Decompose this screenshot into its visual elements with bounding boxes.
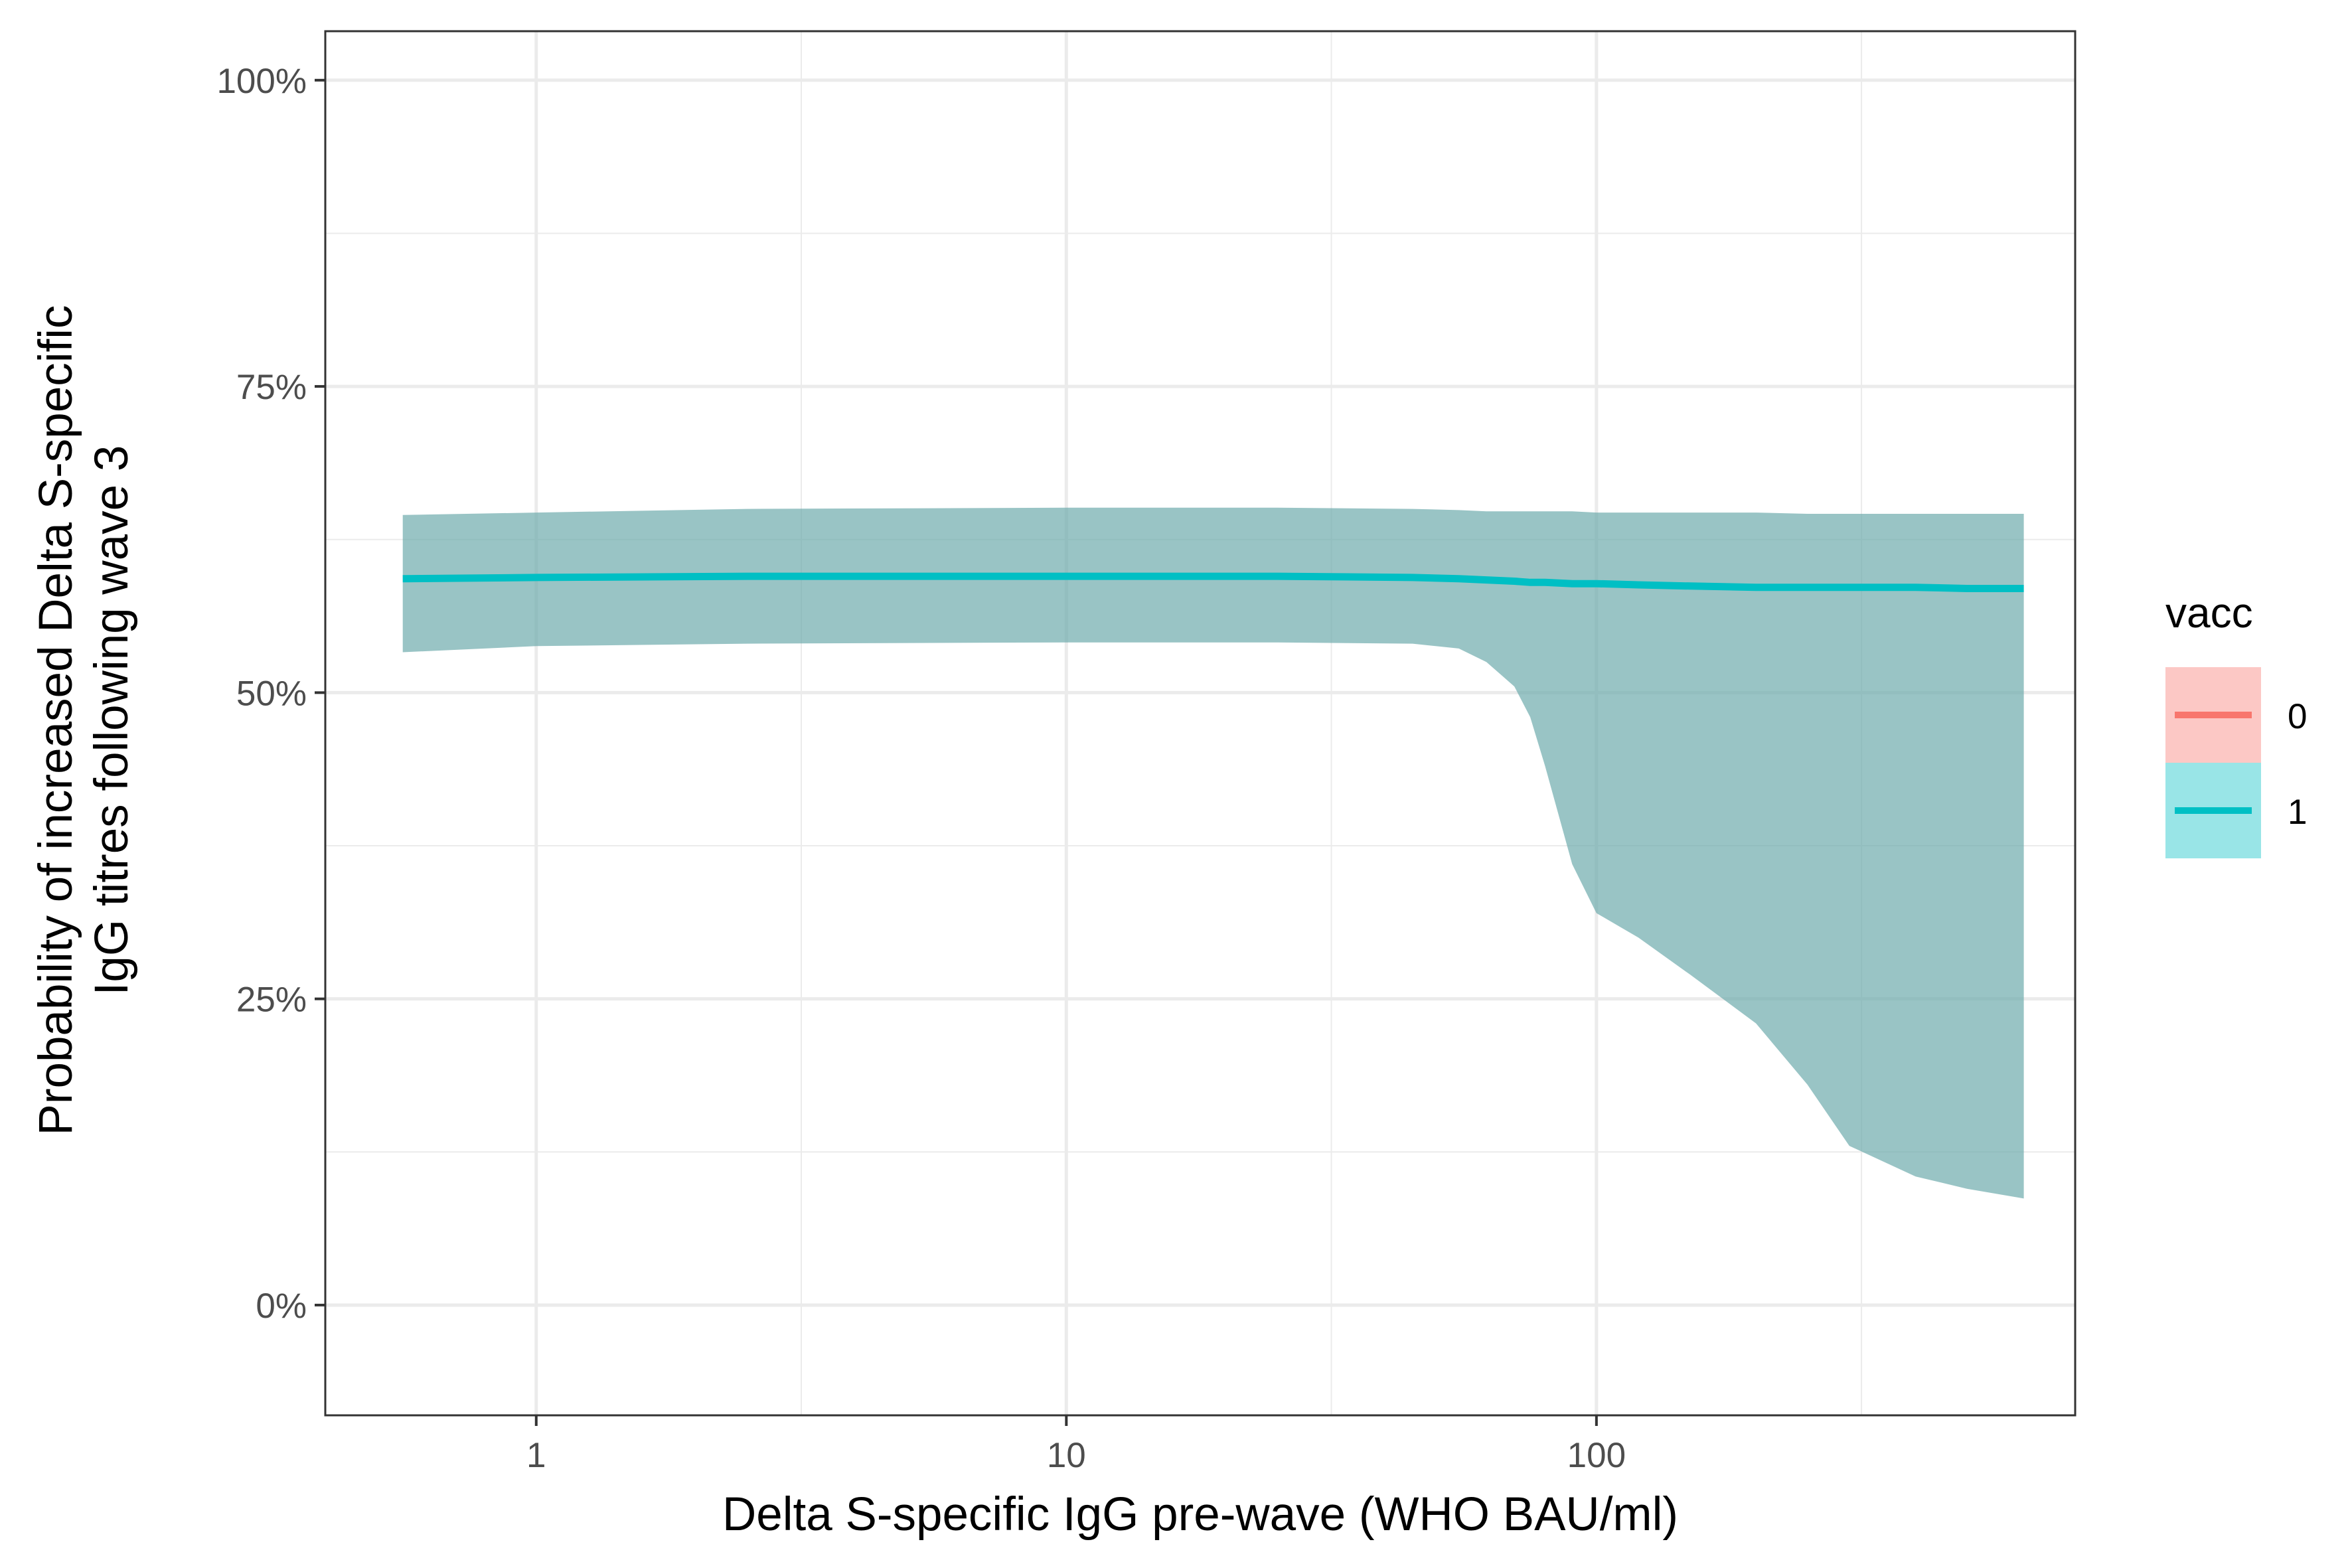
legend-key-1: 1: [2165, 763, 2307, 858]
legend: vacc 0 1: [2165, 589, 2307, 858]
x-axis: 1 10 100: [526, 1415, 1626, 1475]
ribbon-series-1: [402, 507, 2024, 1199]
legend-key-0: 0: [2165, 667, 2307, 763]
y-axis-title: Probability of increased Delta S-specifi…: [30, 305, 138, 1136]
major-gridlines: [325, 31, 2075, 1415]
x-tick-label-0: 1: [526, 1436, 546, 1475]
y-tick-label-2: 50%: [236, 674, 307, 713]
confidence-ribbons: [402, 507, 2024, 1199]
y-tick-label-0: 0%: [256, 1287, 307, 1326]
y-tick-label-3: 75%: [236, 368, 307, 407]
y-axis-title-line-1: Probability of increased Delta S-specifi…: [30, 305, 82, 1136]
x-tick-label-1: 10: [1047, 1436, 1086, 1475]
y-axis-title-line-2: IgG titres following wave 3: [86, 445, 138, 996]
y-axis: 0% 25% 50% 75% 100%: [216, 62, 325, 1326]
legend-label-0: 0: [2288, 697, 2307, 736]
series-lines: [402, 572, 2024, 592]
x-tick-label-2: 100: [1567, 1436, 1626, 1475]
legend-title: vacc: [2165, 589, 2253, 637]
legend-label-1: 1: [2288, 793, 2307, 832]
y-tick-label-1: 25%: [236, 980, 307, 1020]
x-axis-title: Delta S-specific IgG pre-wave (WHO BAU/m…: [722, 1488, 1678, 1541]
plot-border: [324, 30, 2077, 1417]
line-series-1: [402, 572, 2024, 592]
y-tick-label-4: 100%: [216, 62, 307, 101]
